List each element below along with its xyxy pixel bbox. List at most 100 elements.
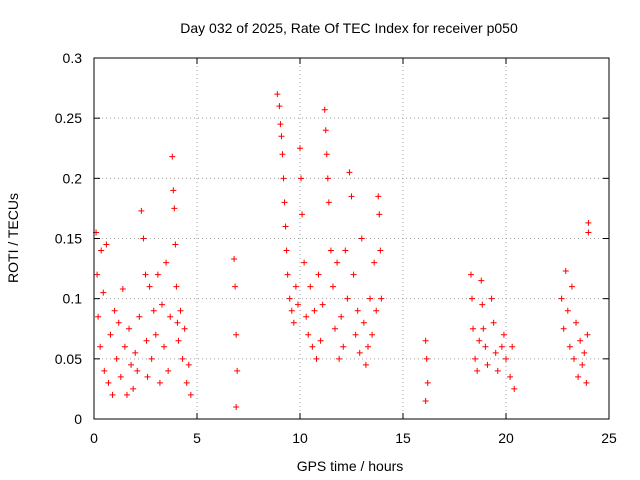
data-point bbox=[181, 325, 188, 332]
data-point bbox=[144, 373, 151, 380]
data-point bbox=[121, 343, 128, 350]
data-point bbox=[134, 367, 141, 374]
data-point bbox=[322, 127, 329, 134]
data-point bbox=[281, 199, 288, 206]
data-point bbox=[294, 301, 301, 308]
data-point bbox=[232, 283, 239, 290]
data-point bbox=[100, 289, 107, 296]
data-point bbox=[577, 337, 584, 344]
data-point bbox=[297, 145, 303, 152]
data-point bbox=[130, 385, 137, 392]
data-point bbox=[585, 219, 592, 226]
data-point bbox=[467, 271, 474, 278]
y-axis: 0 0.05 0.1 0.15 0.2 0.25 0.3 bbox=[55, 50, 609, 427]
data-point bbox=[169, 153, 176, 160]
data-point bbox=[101, 367, 108, 374]
data-point bbox=[346, 169, 353, 176]
data-point bbox=[307, 283, 314, 290]
data-point bbox=[476, 337, 483, 344]
data-point bbox=[277, 121, 284, 128]
data-point bbox=[234, 367, 241, 374]
x-tick-label: 25 bbox=[601, 430, 617, 446]
data-point bbox=[143, 337, 150, 344]
data-point bbox=[161, 343, 168, 350]
data-point bbox=[490, 319, 497, 326]
data-point bbox=[279, 151, 286, 158]
data-point bbox=[564, 307, 571, 314]
data-point bbox=[373, 307, 380, 314]
x-axis: 0 5 10 15 20 25 bbox=[90, 58, 617, 446]
data-point bbox=[422, 397, 429, 404]
data-point bbox=[148, 355, 155, 362]
data-point bbox=[173, 283, 180, 290]
data-point bbox=[360, 319, 367, 326]
data-point bbox=[469, 295, 476, 302]
data-point bbox=[233, 331, 240, 338]
y-tick-label: 0.2 bbox=[63, 170, 83, 186]
x-tick-label: 10 bbox=[292, 430, 308, 446]
data-point bbox=[484, 361, 491, 368]
data-point bbox=[111, 307, 118, 314]
data-point bbox=[470, 325, 477, 332]
data-point bbox=[364, 343, 371, 350]
data-point bbox=[103, 241, 110, 248]
data-point bbox=[163, 259, 170, 266]
data-point bbox=[95, 313, 102, 320]
data-point bbox=[303, 313, 310, 320]
data-point bbox=[342, 247, 349, 254]
data-point bbox=[579, 361, 586, 368]
data-point bbox=[311, 307, 318, 314]
data-point bbox=[156, 379, 163, 386]
data-point bbox=[498, 343, 505, 350]
data-point bbox=[509, 343, 516, 350]
data-points bbox=[93, 91, 592, 410]
data-point bbox=[581, 349, 588, 356]
data-point bbox=[329, 283, 336, 290]
data-point bbox=[500, 331, 507, 338]
data-point bbox=[332, 325, 339, 332]
x-axis-label: GPS time / hours bbox=[297, 458, 404, 474]
data-point bbox=[492, 349, 499, 356]
y-tick-label: 0.15 bbox=[55, 231, 82, 247]
data-point bbox=[171, 205, 178, 212]
data-point bbox=[187, 391, 194, 398]
data-point bbox=[478, 277, 485, 284]
data-point bbox=[367, 295, 374, 302]
data-point bbox=[375, 193, 382, 200]
data-point bbox=[126, 325, 133, 332]
data-point bbox=[325, 199, 332, 206]
data-point bbox=[474, 367, 481, 374]
data-point bbox=[340, 343, 347, 350]
y-tick-label: 0.25 bbox=[55, 110, 82, 126]
data-point bbox=[321, 106, 328, 113]
data-point bbox=[231, 255, 238, 262]
grid-lines bbox=[94, 58, 609, 419]
data-point bbox=[274, 91, 281, 98]
data-point bbox=[315, 271, 322, 278]
data-point bbox=[575, 373, 582, 380]
data-point bbox=[140, 235, 147, 242]
data-point bbox=[378, 295, 385, 302]
data-point bbox=[344, 295, 351, 302]
data-point bbox=[369, 331, 376, 338]
data-point bbox=[511, 385, 518, 392]
data-point bbox=[305, 331, 312, 338]
data-point bbox=[146, 283, 153, 290]
data-point bbox=[354, 307, 361, 314]
data-point bbox=[175, 337, 182, 344]
data-point bbox=[480, 325, 487, 332]
data-point bbox=[319, 301, 326, 308]
data-point bbox=[132, 349, 139, 356]
data-point bbox=[280, 175, 287, 182]
data-point bbox=[278, 133, 285, 140]
data-point bbox=[479, 301, 486, 308]
plot-frame bbox=[93, 57, 610, 420]
data-point bbox=[115, 319, 122, 326]
y-axis-label: ROTI / TECUs bbox=[5, 193, 21, 283]
data-point bbox=[327, 247, 334, 254]
data-point bbox=[276, 103, 283, 110]
data-point bbox=[292, 283, 299, 290]
data-point bbox=[172, 241, 179, 248]
data-point bbox=[334, 259, 341, 266]
